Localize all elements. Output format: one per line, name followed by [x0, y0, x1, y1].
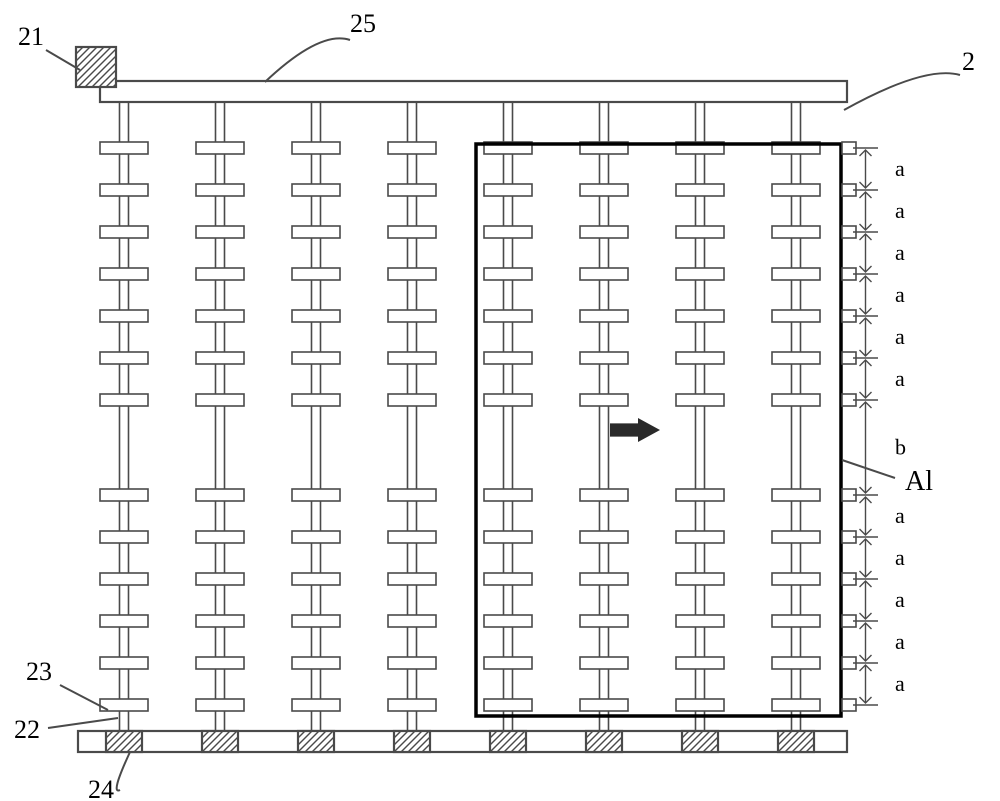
dim-label: a — [895, 324, 905, 349]
dim-label: a — [895, 587, 905, 612]
dim-label: a — [895, 366, 905, 391]
dim-label: a — [895, 671, 905, 696]
label-24: 24 — [88, 775, 114, 801]
dim-label: a — [895, 240, 905, 265]
dim-label: a — [895, 629, 905, 654]
schematic-diagram: aaaaaabaaaaa21252232224Al — [0, 0, 1000, 801]
dim-label: a — [895, 545, 905, 570]
dim-label: a — [895, 503, 905, 528]
label-23: 23 — [26, 657, 52, 686]
label-21: 21 — [18, 22, 44, 51]
label-region: Al — [905, 466, 933, 497]
dim-label: a — [895, 198, 905, 223]
label-22: 22 — [14, 715, 40, 744]
label-2: 2 — [962, 47, 975, 76]
label-25: 25 — [350, 9, 376, 38]
dim-label: a — [895, 156, 905, 181]
dim-label: b — [895, 435, 906, 460]
dim-label: a — [895, 282, 905, 307]
